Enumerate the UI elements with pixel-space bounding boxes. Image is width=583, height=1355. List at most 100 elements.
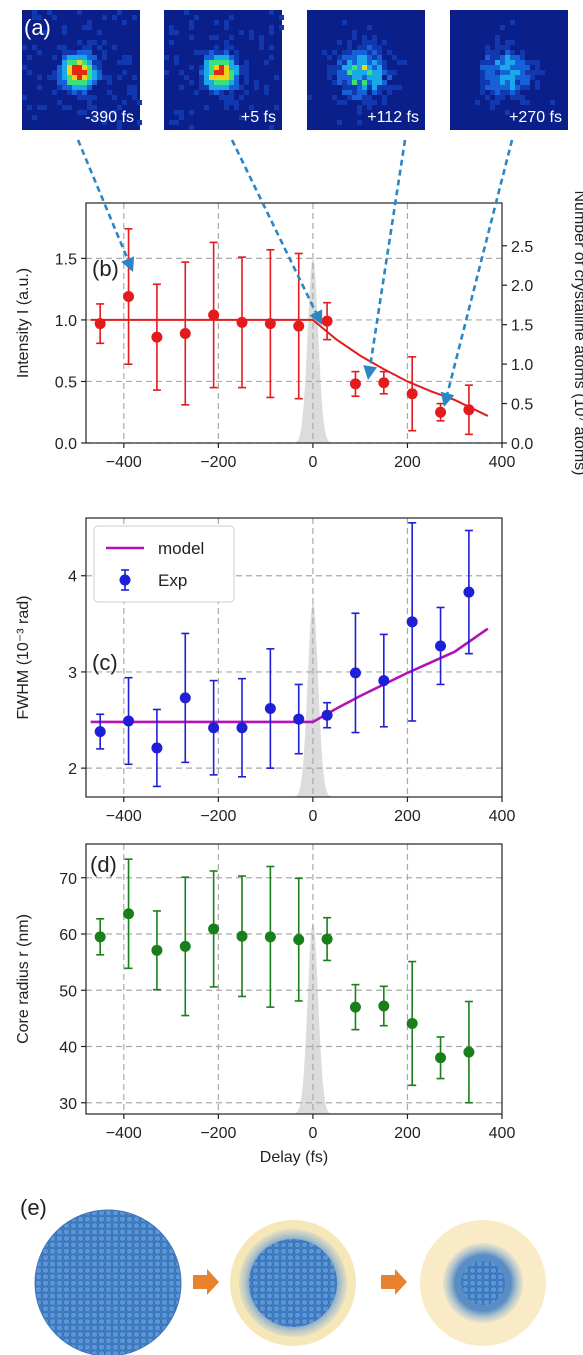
- nanoparticle-crystalline: [34, 1209, 182, 1355]
- x-tick-label: 200: [394, 808, 421, 825]
- y-right-tick-label: 2.5: [511, 239, 533, 256]
- data-point: [208, 679, 220, 776]
- x-tick-label: 200: [394, 1125, 421, 1142]
- detector-image: -390 fs: [22, 10, 142, 130]
- image-delay-label: +270 fs: [509, 109, 562, 126]
- legend-exp-swatch: [119, 574, 131, 586]
- y-axis-label: FWHM (10⁻³ rad): [15, 596, 32, 720]
- y-tick-label: 70: [59, 871, 77, 888]
- y-axis-label: Intensity I (a.u.): [15, 268, 32, 378]
- data-point: [349, 612, 361, 734]
- data-point: [264, 865, 276, 1008]
- data-point: [378, 985, 390, 1027]
- image-arrow: [440, 139, 514, 407]
- data-point: [123, 858, 135, 970]
- model-line: [90, 318, 489, 417]
- data-point: [179, 876, 191, 1017]
- y-tick-label: 1.5: [55, 251, 77, 268]
- data-point: [378, 633, 390, 728]
- pump-pulse: [291, 258, 335, 443]
- y-tick-label: 2: [68, 761, 77, 778]
- x-tick-label: 400: [489, 1125, 516, 1142]
- data-point: [236, 677, 248, 778]
- x-tick-label: 400: [489, 808, 516, 825]
- data-point: [406, 356, 418, 432]
- y-right-tick-label: 0.5: [511, 397, 533, 414]
- y-tick-label: 0.0: [55, 436, 77, 453]
- x-tick-label: 0: [308, 1125, 317, 1142]
- data-point: [208, 241, 220, 389]
- panel-c-fwhm: −400 −200 0 200 400 2 3 4 FWHM (10⁻³ rad) model Ex…: [15, 517, 516, 825]
- data-point: [179, 632, 191, 764]
- panel-label-c: (c): [92, 650, 118, 675]
- detector-image: +5 fs: [164, 10, 284, 130]
- panel-label-a: (a): [24, 15, 51, 40]
- data-point: [321, 301, 333, 341]
- image-arrows: [76, 139, 514, 407]
- data-point: [435, 606, 447, 686]
- data-point: [151, 910, 163, 991]
- data-point: [123, 228, 135, 366]
- image-arrow: [76, 139, 135, 272]
- y-tick-label: 0.5: [55, 374, 77, 391]
- plot-frame: [85, 202, 503, 444]
- plot-frame: [85, 843, 503, 1115]
- x-tick-label: 0: [308, 454, 317, 471]
- data-point: [151, 283, 163, 391]
- data-point: [236, 875, 248, 998]
- x-tick-label: −200: [200, 1125, 236, 1142]
- data-point: [293, 877, 305, 1002]
- detector-images: -390 fs +5 fs +112 fs +270 fs: [22, 10, 568, 130]
- y-right-tick-label: 0.0: [511, 436, 533, 453]
- data-point: [123, 676, 135, 766]
- y-tick-label: 30: [59, 1096, 77, 1113]
- panel-label-d: (d): [90, 852, 117, 877]
- nanoparticle-core-2: [249, 1239, 337, 1327]
- detector-image: +112 fs: [307, 10, 425, 130]
- detector-image: +270 fs: [450, 10, 568, 130]
- process-arrow-2: [381, 1269, 407, 1295]
- data-point: [321, 701, 333, 729]
- y-tick-label: 40: [59, 1040, 77, 1057]
- image-arrow: [230, 139, 323, 325]
- plot-frame: [85, 517, 503, 798]
- image-delay-label: +5 fs: [241, 109, 276, 126]
- data-point: [208, 870, 220, 988]
- data-point: [435, 402, 447, 422]
- data-point: [94, 918, 106, 956]
- y-right-tick-label: 1.0: [511, 357, 533, 374]
- legend: model Exp: [93, 525, 235, 603]
- data-point: [406, 522, 418, 722]
- data-point: [321, 916, 333, 962]
- image-delay-label: -390 fs: [85, 109, 134, 126]
- y-tick-label: 1.0: [55, 313, 77, 330]
- data-point: [179, 261, 191, 406]
- panel-label-b: (b): [92, 256, 119, 281]
- y-right-tick-label: 1.5: [511, 318, 533, 335]
- panel-d-core-radius: −400 −200 0 200 400 30 40 50 60 70 Core radius r (…: [15, 843, 516, 1166]
- y-tick-label: 3: [68, 665, 77, 682]
- nanoparticle-core-3: [461, 1261, 505, 1305]
- y-axis-label-right: Number of crystalline atoms (10⁷ atoms): [571, 191, 583, 476]
- data-point: [264, 248, 276, 399]
- data-point: [463, 529, 475, 655]
- data-point: [463, 1000, 475, 1104]
- data-point: [463, 384, 475, 436]
- panel-label-e: (e): [20, 1195, 47, 1220]
- data-point: [94, 713, 106, 750]
- data-point: [349, 370, 361, 398]
- y-tick-label: 60: [59, 927, 77, 944]
- nanoparticle-sequence: [34, 1209, 546, 1355]
- process-arrow-1: [193, 1269, 219, 1295]
- x-tick-label: −200: [200, 454, 236, 471]
- data-point: [378, 370, 390, 395]
- panel-b-intensity: −400 −200 0 200 4000.00.51.01.50.00.51.01.52…: [15, 191, 583, 476]
- data-point: [435, 1036, 447, 1080]
- data-point: [236, 256, 248, 389]
- data-point: [293, 683, 305, 755]
- data-point: [94, 303, 106, 345]
- x-tick-label: −200: [200, 808, 236, 825]
- y-tick-label: 4: [68, 569, 77, 586]
- x-tick-label: −400: [106, 1125, 142, 1142]
